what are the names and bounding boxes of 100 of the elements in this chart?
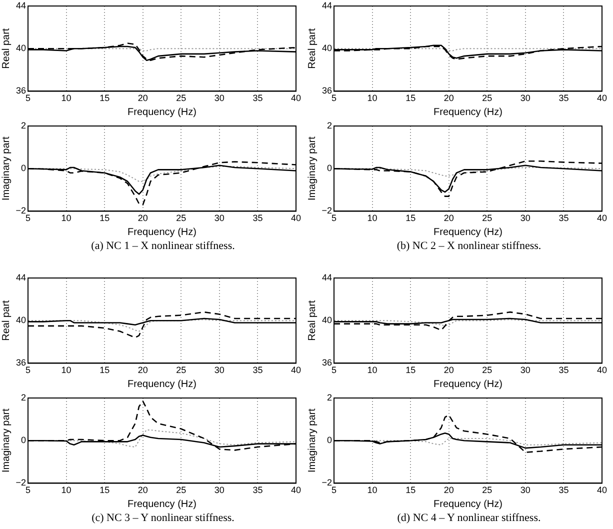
y-tick-label: 36 <box>16 86 26 96</box>
x-tick-label: 10 <box>367 93 378 104</box>
y-tick-label: 0 <box>20 435 26 446</box>
y-axis-title: Imaginary part <box>306 408 318 473</box>
x-tick-label: 10 <box>367 213 378 224</box>
x-tick-label: 5 <box>331 213 337 224</box>
x-tick-label: 35 <box>252 93 263 104</box>
x-tick-label: 25 <box>482 213 492 224</box>
x-tick-label: 30 <box>214 365 224 376</box>
x-tick-label: 20 <box>444 485 454 496</box>
x-axis-title: Frequency (Hz) <box>434 498 502 510</box>
y-tick-label: 36 <box>16 358 26 368</box>
x-tick-label: 35 <box>252 485 263 496</box>
x-tick-label: 20 <box>444 213 454 224</box>
y-tick-label: 36 <box>322 358 332 368</box>
x-tick-label: 25 <box>176 485 186 496</box>
x-tick-label: 20 <box>444 93 454 104</box>
x-tick-label: 40 <box>596 485 608 496</box>
x-tick-label: 30 <box>520 485 530 496</box>
x-tick-label: 10 <box>61 93 72 104</box>
y-axis-title: Imaginary part <box>0 408 12 473</box>
x-tick-label: 40 <box>290 93 302 104</box>
x-tick-label: 20 <box>138 365 148 376</box>
y-tick-label: −2 <box>322 206 332 216</box>
y-axis-title: Imaginary part <box>0 136 12 201</box>
y-tick-label: 2 <box>326 392 332 402</box>
x-tick-label: 40 <box>596 365 608 376</box>
y-axis-title: Real part <box>0 28 12 69</box>
text: (c) NC 3 – Y nonlinear stiffness. <box>90 512 236 524</box>
x-tick-label: 20 <box>138 213 148 224</box>
x-tick-label: 15 <box>100 93 110 104</box>
x-tick-label: 40 <box>596 213 608 224</box>
x-tick-label: 35 <box>558 213 569 224</box>
y-axis-title: Real part <box>306 300 318 341</box>
x-tick-label: 25 <box>176 213 186 224</box>
x-tick-label: 35 <box>558 485 569 496</box>
x-tick-label: 35 <box>252 213 263 224</box>
y-tick-label: 40 <box>322 43 332 54</box>
x-axis-title: Frequency (Hz) <box>434 378 502 390</box>
x-tick-label: 10 <box>367 485 378 496</box>
x-tick-label: 5 <box>25 93 31 104</box>
x-tick-label: 15 <box>100 485 110 496</box>
x-tick-label: 15 <box>100 213 110 224</box>
text: (a) NC 1 – X nonlinear stiffness. <box>90 240 236 252</box>
x-tick-label: 25 <box>482 365 492 376</box>
text: (d) NC 4 – Y nonlinear stiffness. <box>396 512 542 524</box>
x-tick-label: 40 <box>290 485 302 496</box>
y-tick-label: 40 <box>16 43 26 54</box>
y-tick-label: −2 <box>322 478 332 488</box>
x-axis-title: Frequency (Hz) <box>434 226 502 238</box>
y-tick-label: 44 <box>16 0 26 10</box>
y-tick-label: 44 <box>16 272 26 282</box>
x-tick-label: 30 <box>520 213 530 224</box>
x-tick-label: 10 <box>61 213 72 224</box>
x-axis-title: Frequency (Hz) <box>434 106 502 118</box>
y-tick-label: −2 <box>16 478 26 488</box>
x-tick-label: 15 <box>406 365 416 376</box>
x-tick-label: 40 <box>290 365 302 376</box>
x-tick-label: 15 <box>406 485 416 496</box>
x-axis-title: Frequency (Hz) <box>128 378 196 390</box>
x-tick-label: 5 <box>331 485 337 496</box>
x-tick-label: 20 <box>444 365 454 376</box>
x-tick-label: 10 <box>367 365 378 376</box>
y-tick-label: 0 <box>326 435 332 446</box>
x-tick-label: 20 <box>138 93 148 104</box>
x-tick-label: 10 <box>61 365 72 376</box>
y-tick-label: 0 <box>20 163 26 174</box>
y-tick-label: 44 <box>322 272 332 282</box>
text: (b) NC 2 – X nonlinear stiffness. <box>396 240 542 252</box>
x-tick-label: 5 <box>331 365 337 376</box>
x-axis-title: Frequency (Hz) <box>128 226 196 238</box>
y-tick-label: 40 <box>16 315 26 326</box>
x-tick-label: 30 <box>520 93 530 104</box>
x-tick-label: 40 <box>596 93 608 104</box>
y-axis-title: Imaginary part <box>306 136 318 201</box>
x-tick-label: 30 <box>520 365 530 376</box>
x-tick-label: 20 <box>138 485 148 496</box>
x-tick-label: 10 <box>61 485 72 496</box>
y-axis-title: Real part <box>306 28 318 69</box>
x-tick-label: 25 <box>482 485 492 496</box>
y-tick-label: 36 <box>322 86 332 96</box>
x-tick-label: 5 <box>25 365 31 376</box>
x-tick-label: 35 <box>558 365 569 376</box>
y-tick-label: 2 <box>20 120 26 130</box>
y-tick-label: 44 <box>322 0 332 10</box>
x-tick-label: 5 <box>331 93 337 104</box>
y-tick-label: 40 <box>322 315 332 326</box>
x-tick-label: 30 <box>214 93 224 104</box>
x-tick-label: 25 <box>176 365 186 376</box>
x-tick-label: 25 <box>176 93 186 104</box>
x-tick-label: 30 <box>214 213 224 224</box>
x-tick-label: 15 <box>100 365 110 376</box>
x-axis-title: Frequency (Hz) <box>128 106 196 118</box>
x-tick-label: 5 <box>25 213 31 224</box>
y-tick-label: 2 <box>326 120 332 130</box>
x-tick-label: 15 <box>406 93 416 104</box>
x-tick-label: 30 <box>214 485 224 496</box>
x-axis-title: Frequency (Hz) <box>128 498 196 510</box>
x-tick-label: 15 <box>406 213 416 224</box>
x-tick-label: 25 <box>482 93 492 104</box>
